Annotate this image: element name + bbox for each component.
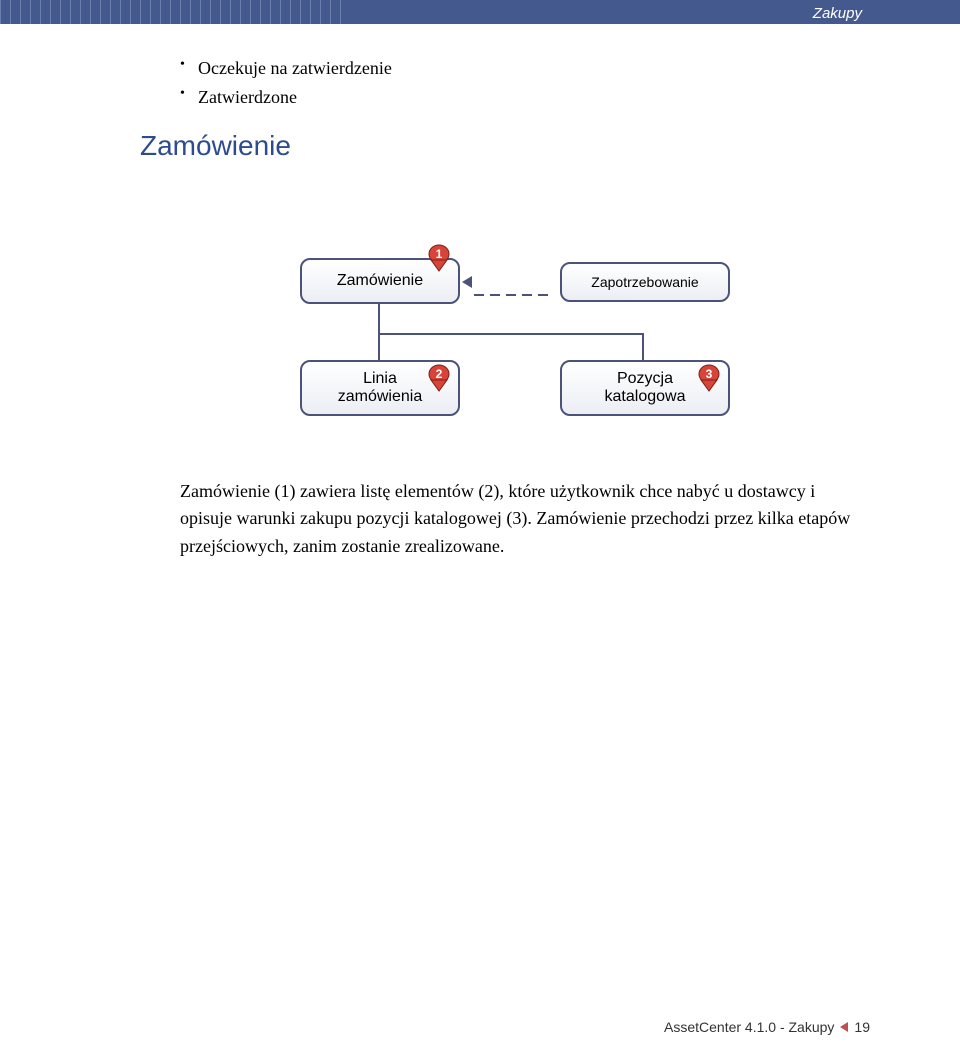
dashed-connector bbox=[474, 283, 558, 285]
connector bbox=[378, 304, 380, 360]
badge-2-icon: 2 bbox=[428, 346, 450, 374]
svg-text:2: 2 bbox=[436, 367, 443, 381]
diagram-node-catalog: Pozycja katalogowa 3 bbox=[560, 360, 730, 416]
diagram-node-order: Zamówienie 1 bbox=[300, 258, 460, 304]
section-title: Zamówienie bbox=[140, 130, 860, 162]
diagram-node-demand: Zapotrzebowanie bbox=[560, 262, 730, 302]
arrow-left-icon bbox=[462, 276, 472, 288]
footer-page: 19 bbox=[854, 1019, 870, 1035]
node-label: Zamówienie bbox=[337, 272, 423, 290]
badge-3-icon: 3 bbox=[698, 346, 720, 374]
diagram-node-orderline: Linia zamówienia 2 bbox=[300, 360, 460, 416]
footer-text: AssetCenter 4.1.0 - Zakupy bbox=[664, 1019, 834, 1035]
body-paragraph: Zamówienie (1) zawiera listę elementów (… bbox=[180, 478, 860, 562]
bullet-item: Oczekuje na zatwierdzenie bbox=[180, 54, 860, 83]
connector bbox=[378, 333, 644, 335]
status-bullets: Oczekuje na zatwierdzenie Zatwierdzone bbox=[180, 54, 860, 112]
order-diagram: Zamówienie 1 Zapotrzebowanie Linia zamów… bbox=[240, 198, 800, 448]
svg-text:3: 3 bbox=[706, 367, 713, 381]
svg-text:1: 1 bbox=[436, 247, 443, 261]
footer-triangle-icon bbox=[840, 1022, 848, 1032]
page-footer: AssetCenter 4.1.0 - Zakupy 19 bbox=[664, 1019, 870, 1035]
node-label: Zapotrzebowanie bbox=[591, 274, 698, 290]
page-content: Oczekuje na zatwierdzenie Zatwierdzone Z… bbox=[0, 24, 960, 561]
node-label: Pozycja katalogowa bbox=[605, 370, 686, 406]
badge-1-icon: 1 bbox=[428, 244, 450, 272]
header-tag: Zakupy bbox=[805, 4, 870, 23]
bullet-item: Zatwierdzone bbox=[180, 83, 860, 112]
node-label: Linia zamówienia bbox=[338, 370, 422, 406]
connector bbox=[642, 333, 644, 360]
